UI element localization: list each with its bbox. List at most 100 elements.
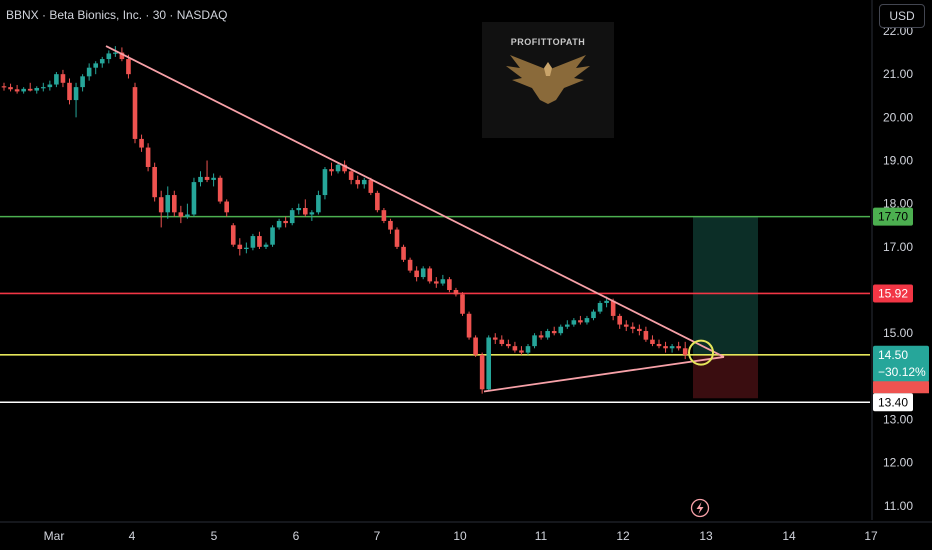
candle — [355, 175, 360, 189]
candle — [289, 207, 295, 226]
candle — [682, 341, 688, 360]
candle — [276, 218, 282, 230]
candle — [191, 177, 197, 217]
x-tick-label: 5 — [211, 529, 218, 543]
watermark-text: PROFITTOPATH — [511, 37, 586, 47]
candle — [565, 320, 570, 329]
candle — [224, 199, 229, 217]
y-tick-label: 12.00 — [883, 456, 913, 470]
candle — [139, 134, 144, 152]
y-tick-label: 20.00 — [883, 110, 913, 124]
candle — [54, 72, 59, 88]
candle — [1, 82, 7, 91]
candle — [460, 292, 465, 316]
candle — [178, 205, 184, 224]
candle — [361, 177, 367, 189]
price-badge-label: 15.92 — [878, 286, 908, 300]
x-tick-label: 11 — [535, 529, 548, 543]
candle — [198, 171, 203, 187]
candle — [211, 173, 216, 187]
candle — [466, 311, 472, 340]
candle — [558, 324, 564, 336]
candle — [663, 341, 668, 353]
candle — [93, 61, 98, 75]
candle — [21, 87, 26, 94]
y-tick-label: 15.00 — [883, 326, 913, 340]
candle — [244, 242, 249, 254]
candle — [158, 190, 164, 228]
candle — [571, 318, 577, 327]
candle — [14, 84, 20, 94]
candle — [447, 277, 452, 293]
y-tick-label: 19.00 — [883, 154, 913, 168]
candle — [532, 333, 537, 349]
candle — [296, 203, 302, 215]
x-tick-label: 7 — [374, 529, 381, 543]
price-change-label: −30.12% — [878, 365, 926, 379]
chart-title: BBNX · Beta Bionics, Inc. · 30 · NASDAQ — [6, 8, 228, 22]
y-tick-label: 13.00 — [883, 413, 913, 427]
candle — [499, 335, 505, 347]
candle — [132, 82, 138, 144]
candle — [584, 315, 590, 325]
candle — [60, 69, 66, 88]
y-tick-label: 11.00 — [884, 499, 913, 513]
candle — [263, 242, 269, 250]
candle — [73, 82, 79, 118]
descending-trendline[interactable] — [105, 45, 725, 358]
price-badge-resistance: 15.92 — [873, 284, 913, 303]
candle — [41, 82, 46, 92]
candle — [329, 162, 334, 176]
price-badge-label: 13.40 — [878, 395, 908, 409]
price-badge-label: 17.70 — [878, 210, 908, 224]
candle — [394, 227, 400, 250]
candle — [388, 218, 393, 234]
candle — [152, 162, 157, 202]
candle — [479, 352, 485, 394]
price-badge-target: 17.70 — [873, 207, 913, 226]
candle — [669, 343, 675, 353]
candle — [630, 322, 636, 334]
candle — [440, 274, 446, 286]
candle — [316, 190, 321, 215]
candle — [610, 298, 616, 321]
watermark-logo: PROFITTOPATH — [482, 22, 614, 138]
profit-zone — [693, 216, 758, 355]
ascending-trendline[interactable] — [483, 356, 725, 393]
x-tick-label: 14 — [782, 529, 796, 543]
candle — [250, 233, 256, 251]
price-badge-support: 13.40 — [873, 381, 929, 412]
candles — [1, 46, 688, 394]
candle — [407, 257, 413, 273]
candle — [401, 244, 406, 262]
price-badge-current: 14.50 −30.12% — [873, 345, 929, 382]
candle — [551, 326, 557, 336]
candle — [420, 266, 426, 280]
x-tick-label: 12 — [616, 529, 630, 543]
candle — [185, 203, 190, 219]
candle — [375, 190, 380, 213]
candle — [676, 341, 681, 351]
candle — [650, 335, 655, 347]
candle — [506, 339, 511, 349]
loss-zone — [693, 354, 758, 399]
candle — [165, 186, 171, 219]
candle — [637, 324, 642, 336]
eagle-icon — [506, 55, 590, 104]
candle — [643, 326, 649, 342]
candle — [67, 78, 72, 105]
candle — [623, 320, 629, 332]
lightning-icon[interactable] — [690, 498, 710, 518]
candle — [597, 300, 603, 314]
candle — [617, 313, 622, 329]
candle — [99, 56, 105, 68]
candle — [414, 266, 419, 282]
candle — [106, 50, 112, 64]
candle — [381, 207, 387, 224]
candle — [230, 223, 236, 247]
currency-button[interactable]: USD — [879, 4, 925, 28]
candle — [270, 225, 275, 247]
candle — [473, 335, 478, 357]
candle — [427, 266, 433, 284]
